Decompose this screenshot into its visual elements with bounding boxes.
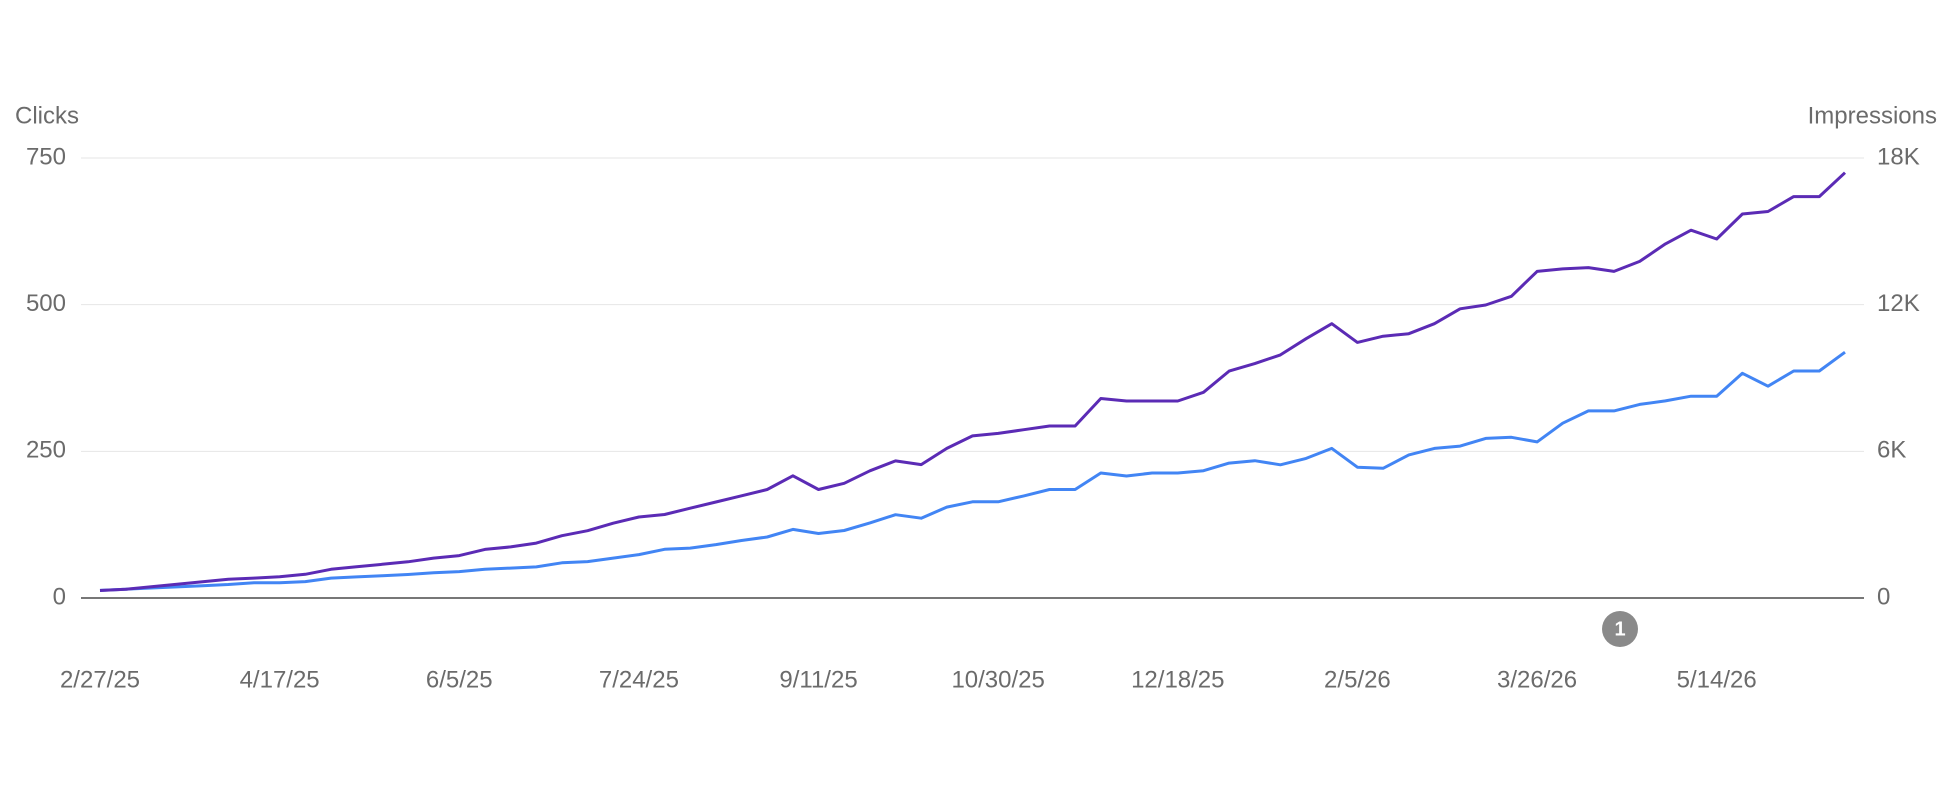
- y-tick-label: 500: [26, 290, 66, 317]
- x-tick-label: 2/27/25: [60, 666, 140, 693]
- y2-tick-label: 18K: [1877, 143, 1920, 170]
- x-tick-label: 10/30/25: [951, 666, 1044, 693]
- y-tick-label: 0: [53, 583, 66, 610]
- annotation-label[interactable]: 1: [1614, 618, 1625, 640]
- x-tick-label: 2/5/26: [1324, 666, 1391, 693]
- y2-tick-label: 12K: [1877, 290, 1920, 317]
- y2-tick-label: 6K: [1877, 437, 1906, 464]
- x-tick-label: 4/17/25: [240, 666, 320, 693]
- y-tick-label: 750: [26, 143, 66, 170]
- y-axis-title: Clicks: [15, 102, 79, 129]
- x-tick-label: 12/18/25: [1131, 666, 1224, 693]
- x-tick-label: 7/24/25: [599, 666, 679, 693]
- series-line: [99, 350, 1846, 592]
- x-tick-label: 9/11/25: [779, 666, 857, 693]
- y-tick-label: 250: [26, 437, 66, 464]
- annotation-circle[interactable]: [1602, 611, 1638, 647]
- y2-axis-title: Impressions: [1808, 102, 1937, 129]
- series-line: [99, 171, 1847, 592]
- x-tick-label: 3/26/26: [1497, 666, 1577, 693]
- annotation-marker[interactable]: 1: [1602, 611, 1638, 647]
- y2-tick-label: 0: [1877, 583, 1890, 610]
- x-tick-label: 5/14/26: [1677, 666, 1757, 693]
- x-tick-label: 6/5/25: [426, 666, 493, 693]
